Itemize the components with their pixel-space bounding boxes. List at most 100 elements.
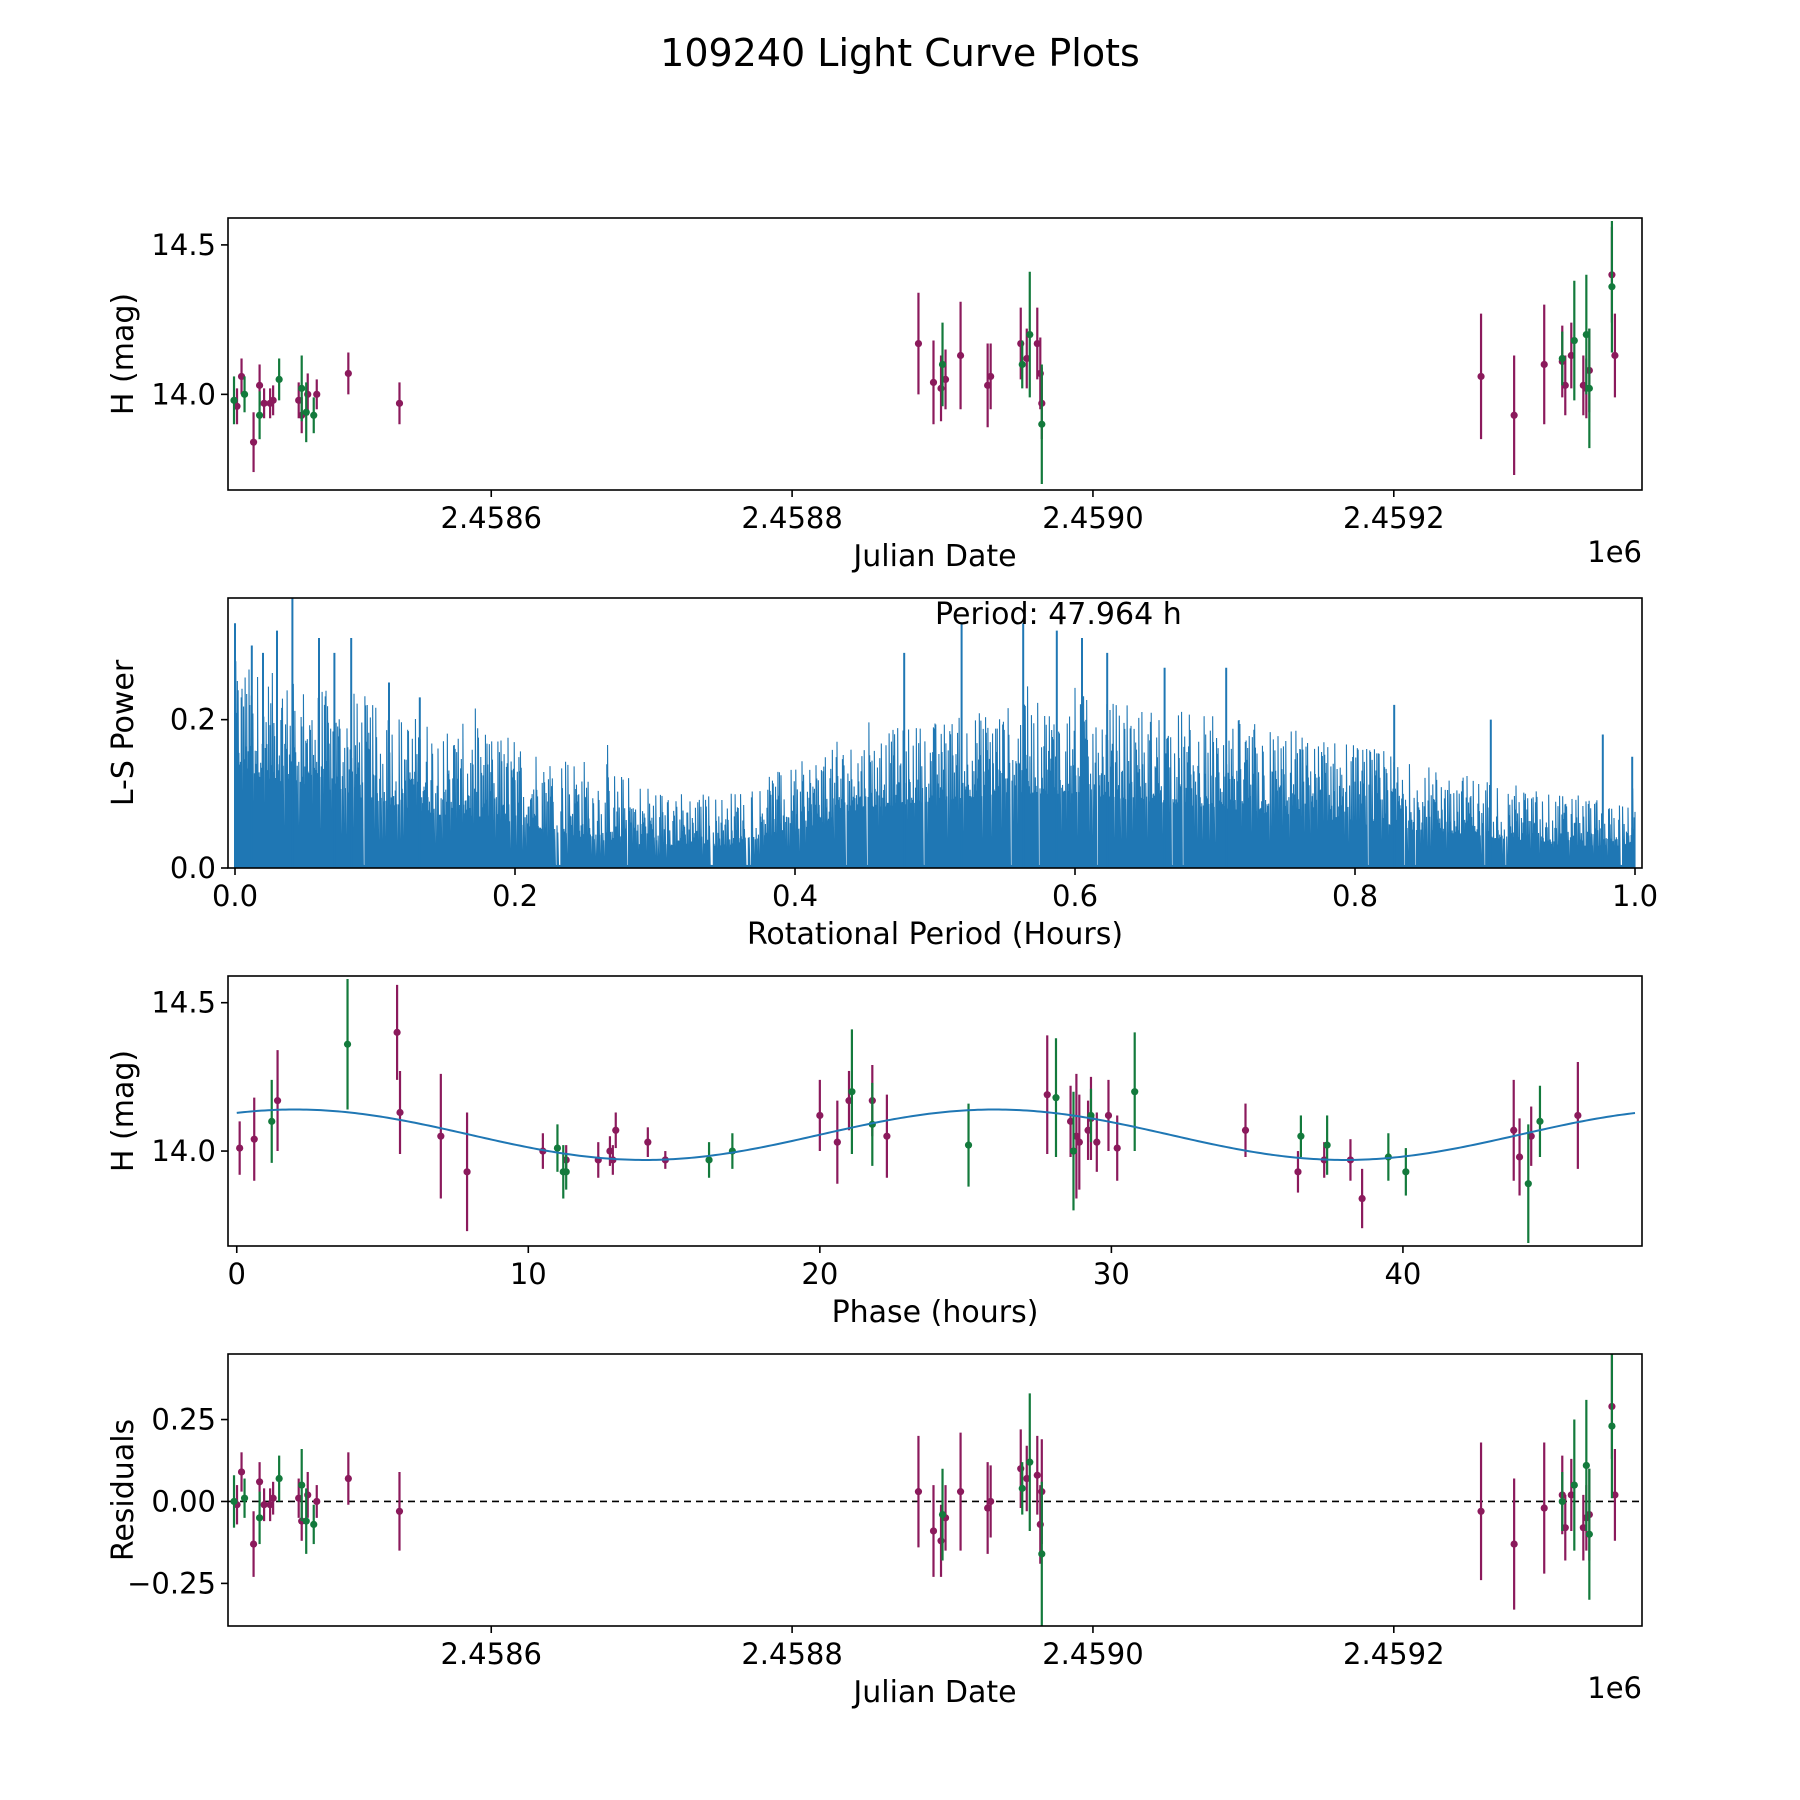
y-tick-label: 0.0 xyxy=(170,851,216,885)
filter-b-point xyxy=(240,1494,249,1502)
x-tick-label: 0.8 xyxy=(1332,879,1378,913)
filter-b-point xyxy=(302,408,310,416)
filter-b-point xyxy=(1323,1141,1331,1149)
filter-a-point xyxy=(984,381,992,389)
filter-a-point xyxy=(1611,1491,1619,1499)
filter-b-point xyxy=(298,1481,306,1489)
filter-b-point xyxy=(562,1168,570,1176)
plot-frame xyxy=(227,217,1643,491)
plot-frame xyxy=(227,1353,1643,1627)
plot-frame xyxy=(227,597,1643,869)
y-axis-label: L-S Power xyxy=(106,659,141,806)
filter-b-point xyxy=(230,1497,238,1506)
filter-a-point xyxy=(1540,360,1548,369)
filter-a-point xyxy=(1104,1111,1113,1120)
filter-a-point xyxy=(1579,1524,1587,1532)
panel-periodogram: 0.0 0.2 0.4 0.6 0.8 1.0 0.0 0.2 Rotational Perio… xyxy=(106,597,1658,952)
filter-b-point xyxy=(255,411,264,419)
filter-a-point xyxy=(606,1147,614,1155)
filter-b-point xyxy=(1402,1168,1410,1176)
filter-a-point xyxy=(1515,1153,1524,1161)
filter-b-point xyxy=(1585,384,1593,392)
filter-b-point xyxy=(1608,1422,1616,1430)
filter-a-point xyxy=(987,1497,995,1506)
filter-a-point xyxy=(396,1108,404,1117)
x-axis-label: Phase (hours) xyxy=(832,1295,1039,1330)
x-tick-label: 30 xyxy=(1093,1257,1130,1291)
filter-b-point xyxy=(964,1141,973,1149)
filter-a-point xyxy=(929,1527,938,1535)
y-tick-label: −0.25 xyxy=(127,1566,216,1600)
filter-a-point xyxy=(1561,1524,1569,1532)
filter-a-point xyxy=(1075,1138,1083,1146)
filter-a-point xyxy=(987,372,995,381)
filter-a-point xyxy=(612,1126,620,1134)
filter-b-point xyxy=(1052,1094,1060,1102)
y-tick-label: 0.00 xyxy=(151,1484,216,1518)
filter-a-point xyxy=(1066,1117,1075,1125)
x-tick-label: 2.4590 xyxy=(1042,1637,1143,1671)
panel-light-curve: 2.4586 2.4588 2.4590 2.4592 14.0 14.5 Julian D… xyxy=(106,217,1650,574)
filter-a-point xyxy=(273,1097,282,1105)
x-tick-label: 10 xyxy=(510,1257,547,1291)
filter-a-point xyxy=(644,1138,652,1146)
filter-a-point xyxy=(1611,351,1619,360)
filter-b-point xyxy=(310,411,318,419)
filter-b-point xyxy=(1026,330,1034,339)
filter-a-point xyxy=(1093,1138,1101,1146)
filter-a-point xyxy=(1033,1471,1041,1479)
filter-b-point xyxy=(1018,1484,1026,1492)
filter-a-point xyxy=(1540,1504,1548,1512)
period-annotation: Period: 47.964 h xyxy=(935,597,1182,632)
filter-b-point xyxy=(1536,1117,1544,1125)
filter-a-point xyxy=(1643,334,1650,341)
x-offset-label: 1e6 xyxy=(1587,535,1642,569)
filter-a-point xyxy=(237,372,246,381)
filter-b-point xyxy=(255,1514,264,1522)
filter-a-point xyxy=(1477,1507,1485,1515)
y-tick-label: 0.25 xyxy=(151,1403,216,1437)
filter-a-point xyxy=(260,1501,268,1509)
filter-b-point xyxy=(938,360,947,369)
filter-a-point xyxy=(255,381,264,389)
x-tick-label: 2.4590 xyxy=(1042,501,1143,535)
x-tick-label: 40 xyxy=(1384,1257,1421,1291)
filter-a-point xyxy=(1023,354,1031,363)
filter-a-point xyxy=(344,369,352,378)
filter-b-point xyxy=(1558,1497,1566,1506)
filter-b-point xyxy=(938,1510,947,1519)
filter-a-point xyxy=(1358,1194,1366,1203)
filter-a-point xyxy=(260,399,268,407)
filter-a-point xyxy=(1561,381,1569,389)
filter-a-point xyxy=(1510,1540,1518,1548)
filter-a-point xyxy=(237,1468,246,1476)
filter-b-point xyxy=(230,396,238,404)
y-axis-label: H (mag) xyxy=(106,293,141,415)
filter-a-point xyxy=(984,1504,992,1512)
filter-b-point xyxy=(1585,1530,1593,1538)
filter-a-point xyxy=(1113,1144,1121,1152)
filter-a-point xyxy=(1072,1132,1080,1140)
y-tick-label: 14.0 xyxy=(151,1134,216,1168)
filter-b-point xyxy=(1524,1180,1532,1188)
figure-title: 109240 Light Curve Plots xyxy=(660,31,1140,75)
filter-a-point xyxy=(1510,411,1518,419)
filter-a-point xyxy=(269,1494,277,1502)
x-axis-label: Julian Date xyxy=(851,1675,1016,1710)
filter-a-point xyxy=(1510,1126,1518,1134)
filter-a-point xyxy=(395,1507,404,1515)
filter-b-point xyxy=(553,1144,562,1152)
filter-b-point xyxy=(1026,1458,1034,1466)
y-tick-label: 0.2 xyxy=(170,703,216,737)
model-fit-curve xyxy=(236,1108,1636,1161)
y-tick-label: 14.0 xyxy=(151,377,216,411)
filter-a-point xyxy=(914,339,923,348)
filter-b-point xyxy=(848,1088,856,1096)
filter-a-point xyxy=(249,1540,258,1548)
filter-a-point xyxy=(344,1474,352,1483)
x-axis-label: Julian Date xyxy=(851,539,1016,574)
filter-b-point xyxy=(1018,360,1026,369)
y-axis-label: Residuals xyxy=(106,1419,141,1561)
filter-b-point xyxy=(275,1474,283,1483)
